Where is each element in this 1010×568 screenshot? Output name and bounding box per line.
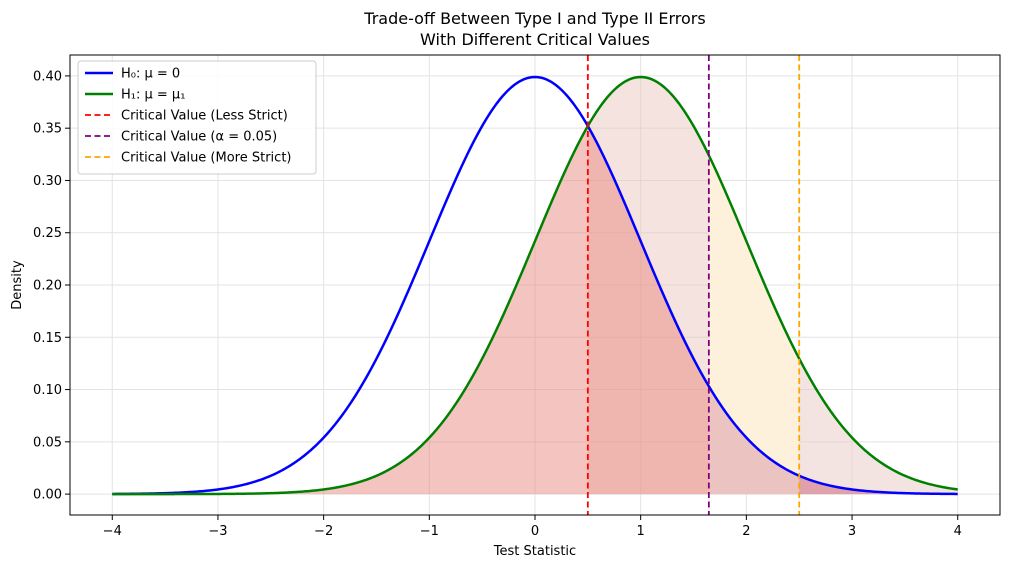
y-tick-label: 0.40 <box>33 69 62 84</box>
ticks: −4 −3 −2 −1 0 1 2 3 4 0.00 0.05 0.10 0.15 0.20 0.25 0.3… <box>33 69 962 539</box>
y-tick-label: 0.05 <box>33 435 62 450</box>
y-tick-label: 0.00 <box>33 488 62 503</box>
legend-entry-label: Critical Value (Less Strict) <box>121 109 288 124</box>
shaded-region <box>708 386 958 495</box>
x-tick-label: −2 <box>314 524 333 539</box>
x-tick-label: −4 <box>103 524 122 539</box>
x-tick-label: −3 <box>208 524 227 539</box>
legend-entry-label: Critical Value (α = 0.05) <box>121 130 277 145</box>
x-tick-label: 0 <box>531 524 539 539</box>
series-line-1 <box>112 75 958 496</box>
shaded-region <box>112 126 588 495</box>
y-axis-label: Density <box>10 260 25 310</box>
legend-entry-label: H₁: μ = μ₁ <box>121 88 185 103</box>
legend-entry-label: Critical Value (More Strict) <box>121 151 292 166</box>
shaded-region <box>587 126 958 495</box>
y-tick-label: 0.30 <box>33 174 62 189</box>
y-tick-label: 0.20 <box>33 279 62 294</box>
legend-entry-label: H₀: μ = 0 <box>121 67 180 82</box>
x-tick-label: 3 <box>848 524 856 539</box>
series-line-0 <box>112 75 958 496</box>
chart-title-line-2: With Different Critical Values <box>420 30 650 49</box>
legend: H₀: μ = 0 H₁: μ = μ₁ Critical Value (Less … <box>77 60 317 175</box>
y-tick-label: 0.25 <box>33 226 62 241</box>
curves <box>112 75 958 496</box>
legend-box <box>77 60 317 175</box>
y-tick-label: 0.10 <box>33 383 62 398</box>
x-tick-label: 1 <box>637 524 645 539</box>
x-tick-label: −1 <box>420 524 439 539</box>
x-tick-label: 4 <box>954 524 962 539</box>
shaded-region <box>708 155 800 495</box>
x-axis-label: Test Statistic <box>493 544 576 559</box>
critical-value-lines <box>586 55 801 515</box>
y-tick-label: 0.35 <box>33 122 62 137</box>
plot-frame <box>69 54 1001 516</box>
shaded-regions <box>112 77 958 495</box>
y-tick-label: 0.15 <box>33 331 62 346</box>
chart-title-line-1: Trade-off Between Type I and Type II Err… <box>363 9 705 28</box>
x-tick-label: 2 <box>742 524 750 539</box>
shaded-region <box>799 358 958 495</box>
